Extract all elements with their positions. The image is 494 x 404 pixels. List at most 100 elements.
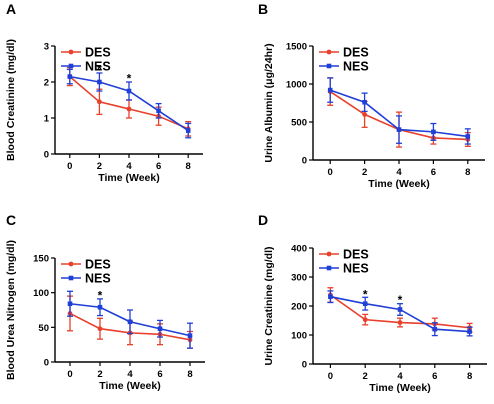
y-axis-label: Urine Creatinine (mg/dl) (263, 246, 275, 365)
x-tick-label: 0 (328, 371, 333, 382)
x-tick-label: 2 (363, 371, 368, 382)
legend-item-nes: NES (319, 60, 369, 74)
legend-item-des: DES (61, 258, 111, 272)
y-tick-label: 100 (33, 288, 49, 299)
chart-panel-c: C 0 50 100 150 0 2 4 6 8 Time (Week) Blood Urea Nit… (5, 212, 205, 392)
legend-label: NES (343, 60, 369, 74)
data-point (127, 319, 133, 325)
series-nes (327, 77, 471, 145)
legend-item-nes: NES (61, 272, 111, 286)
significance-star: * (97, 62, 102, 76)
y-tick-label: 0 (44, 150, 49, 161)
x-tick-label: 6 (156, 161, 161, 172)
x-axis-label: Time (Week) (368, 178, 429, 190)
legend-label: NES (343, 262, 369, 276)
legend-item-nes: NES (61, 60, 111, 74)
data-point (432, 326, 438, 332)
x-tick-label: 2 (97, 161, 102, 172)
x-tick-label: 0 (67, 161, 72, 172)
y-tick-label: 1000 (286, 80, 307, 91)
y-tick-label: 1500 (286, 42, 307, 53)
x-tick-label: 0 (328, 167, 333, 178)
data-point (362, 99, 367, 105)
data-point (126, 88, 132, 94)
x-tick-label: 4 (127, 369, 133, 380)
data-point (397, 307, 403, 312)
data-point (396, 127, 402, 132)
y-tick-label: 500 (291, 118, 307, 129)
chart-panel-d: D 0 100 200 300 400 0 2 4 6 8 Time (Week) Urine Crea… (258, 212, 487, 394)
panel-letter: A (6, 1, 16, 17)
data-point (67, 301, 73, 307)
x-tick-label: 6 (157, 369, 162, 380)
x-axis-label: Time (Week) (98, 172, 159, 184)
data-point (97, 79, 102, 85)
x-tick-label: 4 (126, 161, 132, 172)
y-tick-label: 0 (302, 360, 307, 371)
y-tick-label: 400 (291, 244, 307, 255)
significance-star: * (363, 287, 368, 301)
legend-item-des: DES (319, 46, 369, 60)
significance-star: * (98, 288, 103, 302)
legend-item-des: DES (61, 46, 111, 60)
significance-star: * (127, 71, 132, 85)
legend-item-nes: NES (319, 262, 369, 276)
significance-star: * (398, 293, 403, 307)
y-axis-label: Blood Creatinine (mg/dl) (5, 39, 17, 161)
data-point (187, 333, 193, 338)
legend-label: DES (343, 46, 369, 60)
x-tick-label: 8 (187, 369, 192, 380)
y-tick-label: 2 (44, 78, 49, 89)
legend-swatch-marker (326, 251, 332, 257)
legend-label: DES (343, 248, 369, 262)
data-point (362, 301, 368, 306)
x-tick-label: 4 (396, 167, 402, 178)
legend-label: NES (85, 60, 111, 74)
x-tick-label: 6 (432, 371, 437, 382)
y-tick-label: 0 (302, 156, 307, 167)
data-point (97, 304, 103, 310)
legend-label: NES (85, 272, 111, 286)
legend-swatch-marker (326, 63, 332, 69)
y-tick-label: 200 (291, 302, 307, 313)
data-point (97, 99, 102, 105)
legend-label: DES (85, 46, 111, 60)
legend-swatch-marker (68, 63, 74, 69)
y-tick-label: 50 (38, 323, 49, 334)
series-nes (67, 290, 193, 349)
x-tick-label: 2 (362, 167, 367, 178)
data-point (467, 329, 472, 334)
x-tick-label: 8 (186, 161, 191, 172)
y-tick-label: 1 (44, 114, 50, 125)
y-tick-label: 100 (291, 331, 307, 342)
y-axis-label: Urine Albumin (μg/24hr) (263, 43, 275, 162)
y-tick-label: 300 (291, 273, 307, 284)
data-point (362, 317, 368, 323)
data-point (465, 134, 471, 139)
x-tick-label: 0 (67, 369, 72, 380)
x-tick-label: 8 (467, 371, 472, 382)
data-point (397, 320, 403, 325)
data-point (157, 326, 163, 332)
chart-panel-b: B 0 500 1000 1500 0 2 4 6 8 Time (Week) Urine Album… (258, 1, 485, 190)
panel-letter: C (6, 212, 16, 228)
x-tick-label: 2 (97, 369, 102, 380)
legend-swatch-marker (68, 49, 74, 55)
x-axis-label: Time (Week) (99, 380, 160, 392)
data-point (156, 108, 161, 114)
x-axis-label: Time (Week) (369, 382, 430, 394)
legend-swatch-marker (326, 49, 332, 55)
series-nes (327, 290, 473, 337)
x-tick-label: 8 (465, 167, 470, 178)
data-point (67, 74, 73, 79)
legend-label: DES (85, 258, 111, 272)
legend-swatch-marker (326, 265, 332, 271)
data-point (126, 106, 132, 112)
legend-item-des: DES (319, 248, 369, 262)
legend-swatch-marker (68, 275, 74, 281)
data-point (362, 112, 367, 117)
series-nes (66, 68, 192, 139)
panel-letter: D (258, 212, 268, 228)
data-point (328, 294, 333, 300)
